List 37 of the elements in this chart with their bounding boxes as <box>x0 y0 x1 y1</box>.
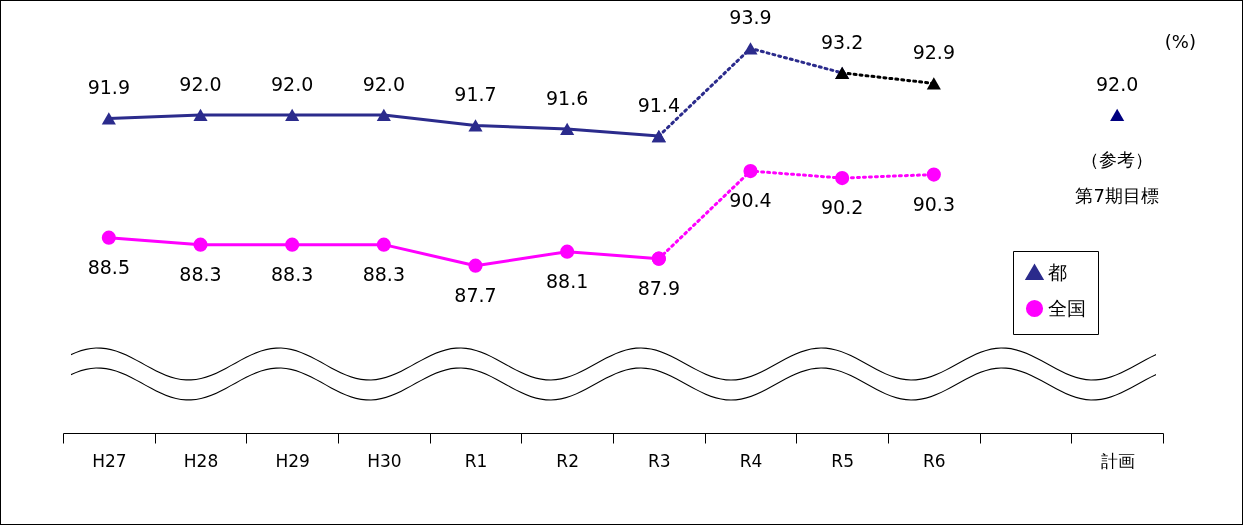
x-tick-label: R5 <box>831 450 854 471</box>
data-label: 92.9 <box>912 41 955 64</box>
data-label: 90.2 <box>821 196 864 219</box>
data-label: 91.6 <box>546 86 589 109</box>
y-axis-title: (%) <box>1164 31 1196 52</box>
data-label: 92.0 <box>271 72 314 95</box>
x-tick-label: H29 <box>275 450 310 471</box>
x-tick-label: H30 <box>367 450 402 471</box>
data-label: 87.7 <box>454 283 497 306</box>
x-tick-label: R2 <box>556 450 579 471</box>
data-label: 88.5 <box>87 255 130 278</box>
x-tick-label: R6 <box>923 450 946 471</box>
x-tick-label: 計画 <box>1100 450 1135 471</box>
data-label: 88.3 <box>271 262 314 285</box>
data-label: 92.0 <box>179 72 222 95</box>
data-label: 91.9 <box>87 76 130 99</box>
x-tick-label: H28 <box>183 450 219 471</box>
data-label: 92.0 <box>1096 72 1139 95</box>
data-label: 90.4 <box>729 189 772 212</box>
data-label: 93.2 <box>821 30 864 53</box>
annotation: 第7期目標 <box>1075 185 1159 206</box>
data-label: 92.0 <box>362 72 405 95</box>
legend-label: 都 <box>1048 260 1067 283</box>
x-tick-label: R1 <box>464 450 488 471</box>
data-label: 88.3 <box>362 262 405 285</box>
x-tick-label: R4 <box>739 450 763 471</box>
data-label: 88.1 <box>546 269 589 292</box>
data-label: 93.9 <box>729 6 772 29</box>
legend-label: 全国 <box>1048 296 1086 319</box>
data-label: 91.4 <box>637 94 680 116</box>
annotation: （参考） <box>1081 149 1154 170</box>
data-label: 90.3 <box>912 192 955 215</box>
data-label: 91.7 <box>454 83 497 106</box>
x-tick-label: R3 <box>648 450 671 471</box>
x-tick-label: H27 <box>92 450 127 471</box>
data-label: 88.3 <box>179 262 222 285</box>
data-label: 87.9 <box>637 276 680 299</box>
